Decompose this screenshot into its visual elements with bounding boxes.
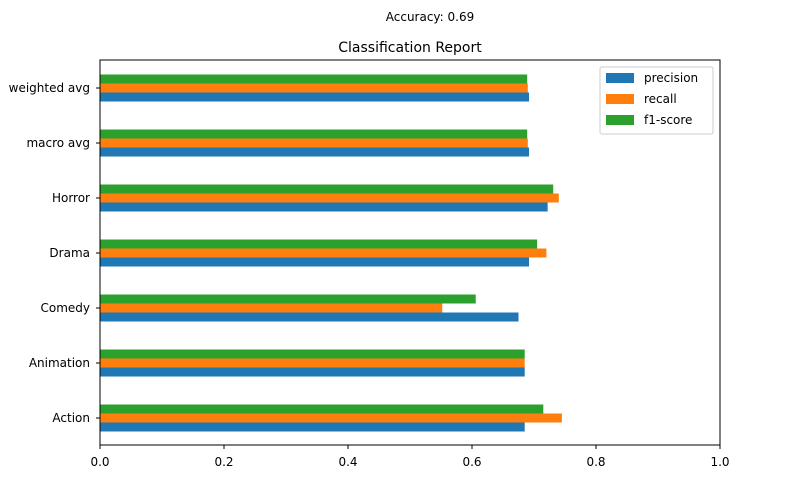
- y-axis-ticks: Action Animation Comedy Drama Horror macro av…: [9, 81, 100, 425]
- x-tick-label: 0.4: [338, 455, 357, 469]
- bar-f1-score-action: [100, 404, 544, 414]
- bar-recall-horror: [100, 193, 559, 203]
- legend-swatch-precision: [606, 73, 634, 83]
- legend-swatch-f1-score: [606, 115, 634, 125]
- x-tick-label: 1.0: [710, 455, 729, 469]
- bar-recall-weighted-avg: [100, 83, 528, 93]
- y-tick-label: macro avg: [26, 136, 90, 150]
- x-tick-label: 0.0: [90, 455, 109, 469]
- chart-subtitle: Accuracy: 0.69: [386, 10, 475, 24]
- bar-precision-comedy: [100, 312, 519, 322]
- legend-label-precision: precision: [644, 71, 698, 85]
- legend: precision recall f1-score: [599, 66, 714, 135]
- legend-label-f1-score: f1-score: [644, 113, 692, 127]
- bar-f1-score-horror: [100, 184, 554, 194]
- bar-recall-animation: [100, 358, 525, 368]
- bars-group: [100, 74, 562, 432]
- bar-precision-horror: [100, 202, 548, 212]
- axes-frame: [99, 59, 721, 446]
- bar-recall-comedy: [100, 303, 443, 313]
- bar-precision-macro-avg: [100, 147, 530, 157]
- bar-precision-weighted-avg: [100, 92, 530, 102]
- y-tick-label: Drama: [49, 246, 90, 260]
- x-axis-ticks: 0.0 0.2 0.4 0.6 0.8 1.0: [90, 445, 730, 469]
- bar-recall-macro-avg: [100, 138, 528, 148]
- y-tick-label: Horror: [52, 191, 90, 205]
- legend-label-recall: recall: [644, 92, 677, 106]
- y-tick-label: Animation: [29, 356, 90, 370]
- x-tick-label: 0.6: [462, 455, 481, 469]
- bar-precision-animation: [100, 367, 525, 377]
- bar-precision-drama: [100, 257, 530, 267]
- x-tick-label: 0.2: [214, 455, 233, 469]
- bar-f1-score-drama: [100, 239, 538, 249]
- bar-f1-score-animation: [100, 349, 525, 359]
- bar-f1-score-weighted-avg: [100, 74, 528, 84]
- y-tick-label: weighted avg: [9, 81, 90, 95]
- bar-recall-action: [100, 413, 562, 423]
- chart-title: Classification Report: [338, 40, 482, 56]
- bar-f1-score-macro-avg: [100, 129, 528, 139]
- x-tick-label: 0.8: [586, 455, 605, 469]
- legend-swatch-recall: [606, 94, 634, 104]
- bar-f1-score-comedy: [100, 294, 476, 304]
- y-tick-label: Action: [52, 411, 90, 425]
- bar-precision-action: [100, 422, 525, 432]
- bar-recall-drama: [100, 248, 547, 258]
- y-tick-label: Comedy: [40, 301, 90, 315]
